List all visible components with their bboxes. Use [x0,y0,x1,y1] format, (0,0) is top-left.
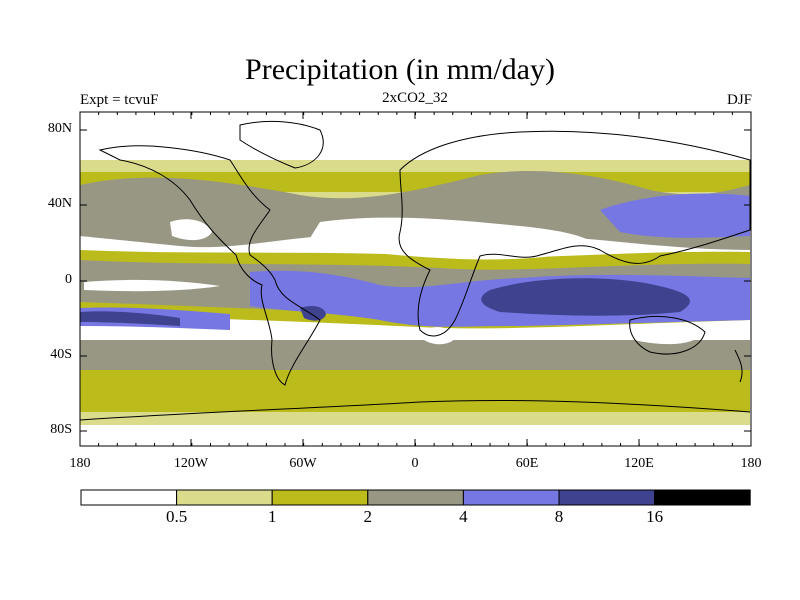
lon-label: 120E [624,456,654,471]
season-label: DJF [726,92,752,108]
colorbar-label: 4 [459,507,468,526]
lat-label: 40N [47,196,72,211]
colorbar-label: 16 [646,507,664,526]
amazon-max [300,306,326,321]
east-pacific-dry [84,279,220,292]
colorbar-swatch [462,489,560,506]
colorbar-label: 2 [363,507,373,526]
colorbar-label: 1 [267,507,277,526]
colorbar-swatch [176,489,273,506]
indian-ocean-max [481,278,690,316]
north-pacific-dry [170,219,212,241]
map-title: Precipitation (in mm/day) [245,53,555,86]
axis-ticks [79,112,752,446]
lon-label: 60E [515,456,539,471]
south-africa-dry [424,327,456,345]
sahara-dry [310,217,600,260]
lat-label: 0 [65,272,72,287]
band-south-gray [80,340,750,370]
colorbar-swatch [558,489,656,506]
colorbar-label: 8 [554,507,564,526]
arctic-dry [80,112,750,150]
lat-label: 80S [50,422,72,437]
case-label: 2xCO2_32 [382,90,448,106]
colorbar-swatch [654,489,751,506]
lat-label: 40S [50,347,72,362]
coastlines [79,120,751,421]
north-pacific-max [600,193,750,238]
map-panel [79,111,752,447]
australia-dry [632,323,700,345]
lon-label: 180 [740,456,762,471]
colorbar-swatch [367,489,464,506]
lat-label: 80N [47,121,72,136]
colorbar [80,489,751,506]
lon-label: 60W [289,456,317,471]
colorbar-label: 0.5 [165,507,188,526]
colorbar-swatch [80,489,178,506]
colorbar-swatch [271,489,369,506]
experiment-label: Expt = tcvuF [80,92,159,108]
spcz-dark [80,311,180,326]
lon-label: 180 [69,456,91,471]
northern-storm-track [80,170,750,250]
lon-label: 0 [411,456,419,471]
lon-label: 120W [173,456,209,471]
antarctic-dry [80,430,750,446]
